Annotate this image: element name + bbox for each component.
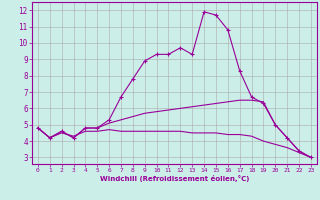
X-axis label: Windchill (Refroidissement éolien,°C): Windchill (Refroidissement éolien,°C) (100, 175, 249, 182)
